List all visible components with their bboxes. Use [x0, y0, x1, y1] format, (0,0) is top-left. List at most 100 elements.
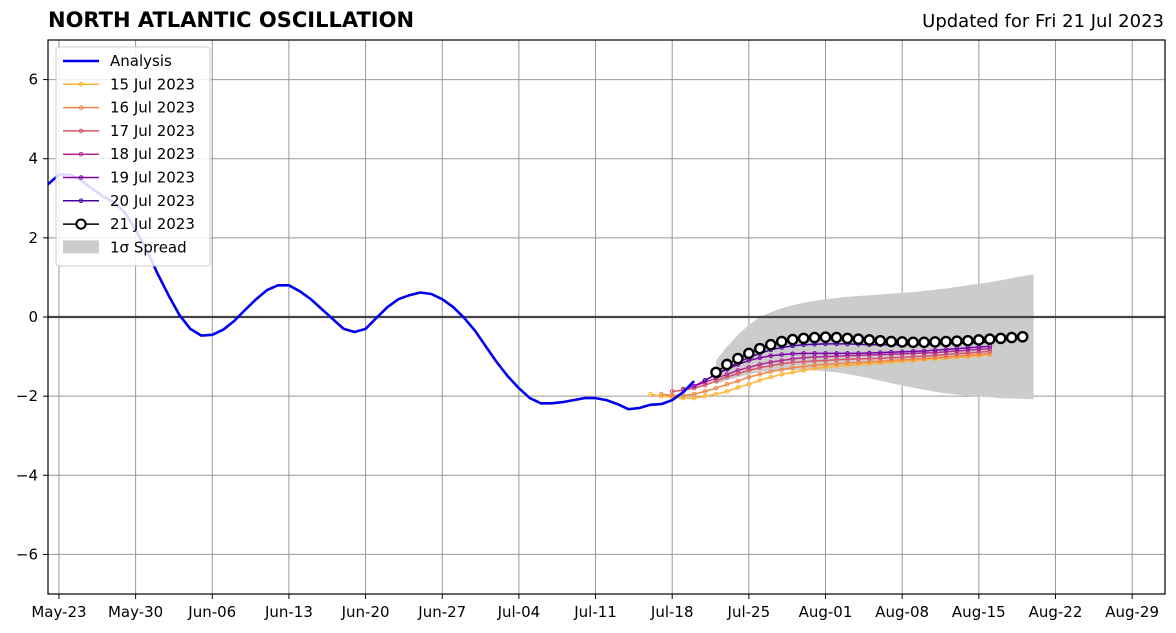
legend-swatch-marker — [78, 151, 84, 157]
x-tick-label: Jun-27 — [417, 603, 466, 621]
forecast-point — [746, 381, 752, 387]
latest-point — [983, 333, 996, 345]
y-tick-label: 6 — [28, 71, 38, 89]
chart-subtitle: Updated for Fri 21 Jul 2023 — [922, 11, 1164, 32]
forecast-point — [987, 349, 993, 354]
latest-point — [775, 335, 788, 348]
forecast-point — [823, 364, 828, 370]
x-tick-label: Jul-04 — [497, 603, 541, 621]
forecast-point — [801, 364, 806, 369]
y-tick-label: −6 — [16, 545, 38, 563]
forecast-point — [834, 353, 839, 359]
forecast-point — [757, 355, 763, 361]
legend-label: Analysis — [110, 52, 172, 70]
latest-point — [786, 333, 799, 346]
latest-point — [874, 334, 887, 347]
forecast-point — [648, 391, 653, 397]
forecast-point — [658, 391, 664, 397]
forecast-point — [724, 374, 730, 380]
latest-point — [863, 334, 876, 346]
forecast-point — [691, 383, 697, 389]
forecast-point — [779, 367, 785, 372]
x-tick-label: Jun-13 — [264, 603, 313, 621]
forecast-point — [888, 358, 894, 363]
x-tick-label: May-23 — [31, 603, 86, 621]
x-tick-label: Jun-06 — [187, 603, 236, 621]
legend-swatch-marker — [78, 128, 84, 134]
forecast-point — [812, 362, 817, 368]
forecast-point — [976, 349, 982, 355]
x-tick-label: Aug-15 — [952, 603, 1006, 621]
y-tick-label: 4 — [28, 150, 38, 168]
forecast-point — [757, 378, 763, 383]
latest-point — [721, 358, 733, 371]
legend: Analysis 15 Jul 2023 16 Jul 2023 17 Jul 202… — [55, 46, 211, 267]
latest-point — [841, 332, 854, 345]
forecast-point — [943, 352, 949, 357]
legend-label: 21 Jul 2023 — [110, 215, 195, 233]
legend-swatch-spread — [63, 240, 99, 254]
latest-point — [1005, 331, 1018, 344]
forecast-point — [801, 351, 806, 356]
legend-swatch-marker — [78, 175, 84, 180]
legend-label: 16 Jul 2023 — [110, 99, 195, 117]
forecast-point — [724, 372, 730, 377]
x-tick-label: Jun-20 — [341, 603, 390, 621]
forecast-line — [661, 353, 990, 397]
forecast-point — [845, 351, 850, 356]
forecast-point — [768, 353, 774, 359]
forecast-point — [779, 372, 785, 377]
latest-point — [929, 336, 941, 348]
forecast-point — [713, 385, 719, 391]
forecast-point — [932, 353, 938, 358]
forecast-point — [910, 349, 916, 354]
y-tick-label: 0 — [28, 308, 38, 326]
x-tick-label: Aug-22 — [1029, 603, 1083, 621]
forecast-point — [658, 393, 664, 399]
latest-point — [885, 335, 898, 348]
forecast-line — [683, 347, 990, 390]
forecast-point — [921, 348, 927, 354]
legend-label: 18 Jul 2023 — [110, 145, 195, 163]
latest-point — [918, 336, 930, 349]
legend-label: 17 Jul 2023 — [110, 122, 195, 140]
forecast-point — [724, 389, 730, 394]
latest-point — [732, 352, 744, 365]
latest-point — [896, 336, 908, 348]
latest-point — [764, 338, 777, 351]
latest-point — [754, 342, 766, 355]
legend-label: 19 Jul 2023 — [110, 169, 195, 187]
x-tick-label: Aug-29 — [1105, 603, 1159, 621]
forecast-point — [713, 378, 719, 384]
forecast-point — [691, 391, 697, 397]
latest-point — [973, 334, 985, 346]
forecast-point — [790, 356, 795, 362]
y-tick-label: −4 — [16, 466, 38, 484]
forecast-point — [702, 382, 708, 388]
y-tick-label: 2 — [28, 229, 38, 247]
forecast-point — [779, 358, 785, 363]
forecast-point — [779, 352, 785, 357]
chart-title: NORTH ATLANTIC OSCILLATION — [48, 8, 415, 32]
legend-swatch-marker — [78, 198, 84, 204]
forecast-point — [757, 372, 763, 377]
legend-swatch-marker — [78, 82, 84, 87]
forecast-point — [735, 368, 741, 373]
x-tick-label: May-30 — [108, 603, 163, 621]
forecast-point — [702, 393, 708, 399]
latest-point — [994, 332, 1007, 345]
forecast-point — [724, 381, 730, 387]
forecast-point — [932, 347, 938, 353]
forecast-point — [943, 347, 949, 352]
x-tick-label: Aug-08 — [875, 603, 929, 621]
forecast-point — [888, 349, 894, 355]
legend-label: 20 Jul 2023 — [110, 192, 195, 210]
forecast-point — [823, 351, 828, 356]
forecast-point — [768, 369, 774, 374]
forecast-point — [954, 351, 960, 357]
latest-point — [951, 335, 963, 347]
forecast-line — [693, 345, 990, 387]
forecast-point — [790, 365, 795, 370]
legend-label: 15 Jul 2023 — [110, 75, 195, 93]
